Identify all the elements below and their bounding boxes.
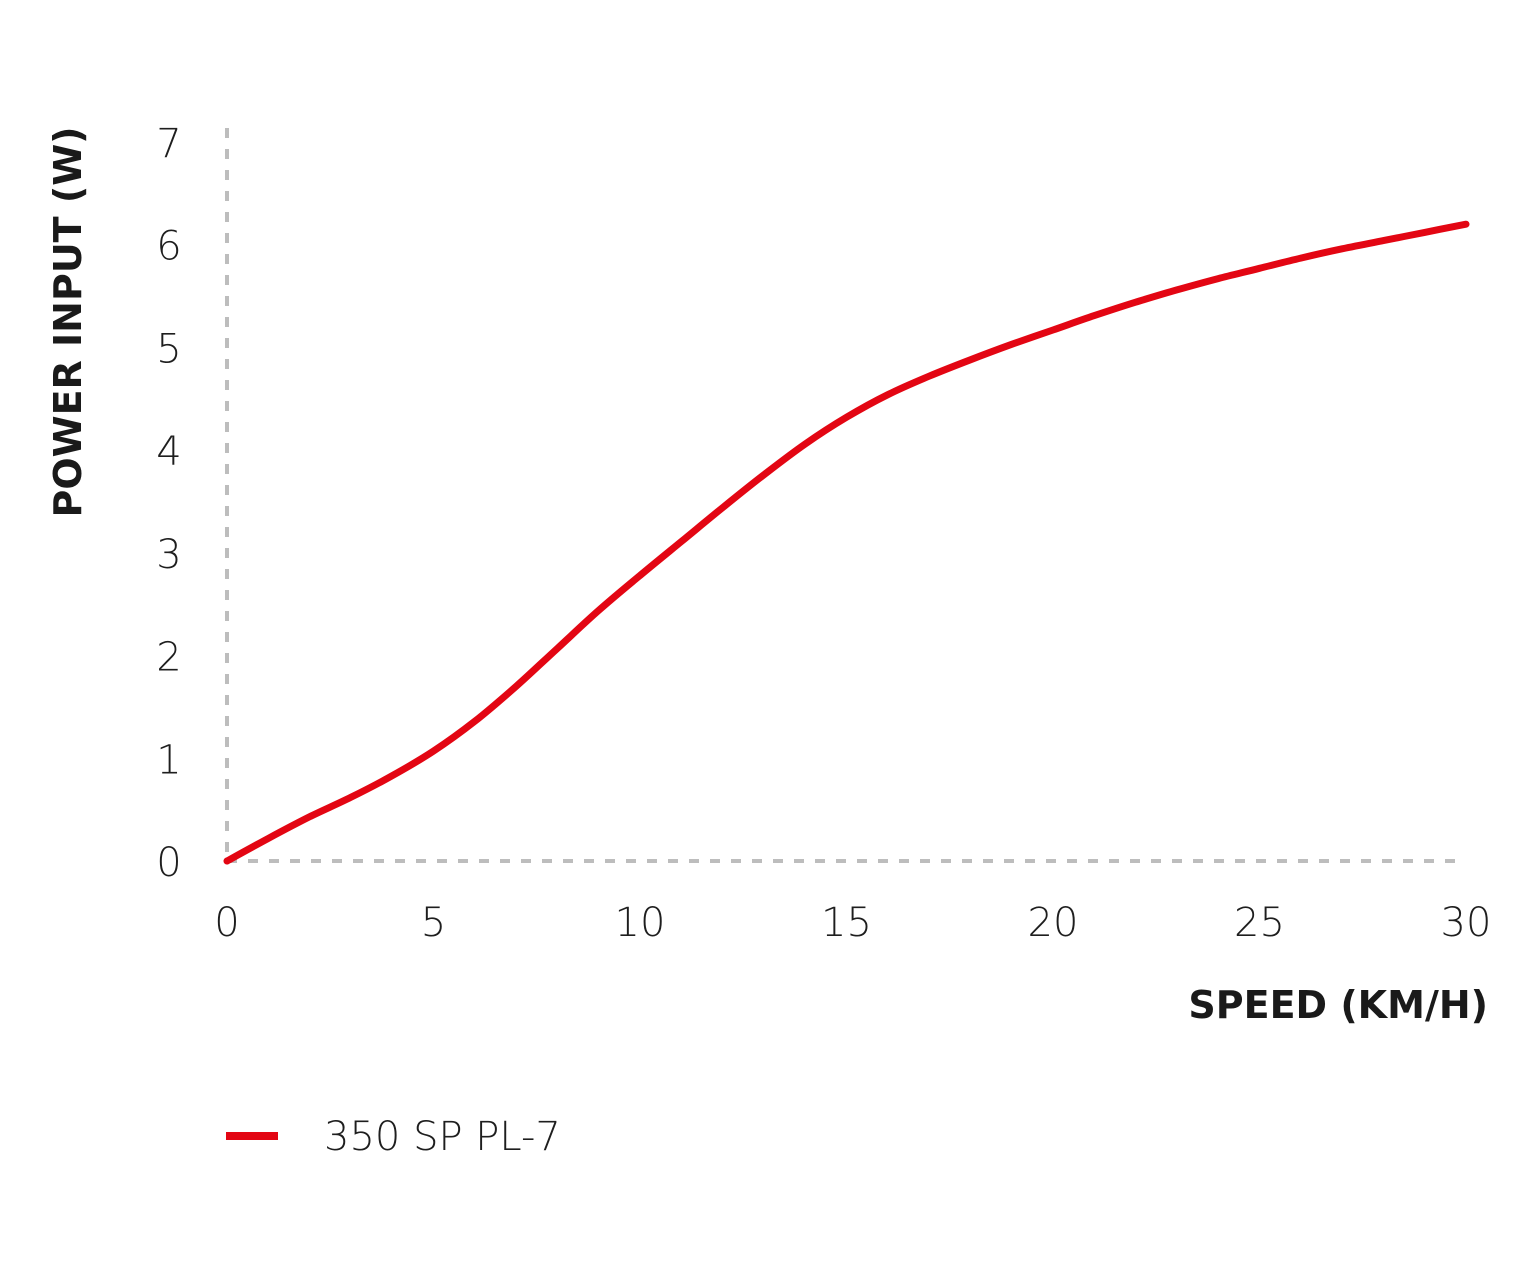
y-tick-label: 7 <box>156 121 181 167</box>
x-tick-label: 30 <box>1441 900 1492 946</box>
x-tick-labels: 0 5 10 15 20 25 30 <box>214 900 1491 946</box>
y-tick-label: 3 <box>156 532 181 578</box>
y-tick-label: 1 <box>156 737 181 783</box>
x-tick-label: 25 <box>1234 900 1285 946</box>
y-tick-label: 0 <box>156 840 181 886</box>
x-tick-label: 20 <box>1028 900 1079 946</box>
series-lines <box>223 220 1470 865</box>
x-axis-title: SPEED (KM/H) <box>1188 983 1488 1027</box>
y-tick-labels: 0 1 2 3 4 5 6 7 <box>156 121 181 886</box>
y-tick-label: 2 <box>156 635 181 681</box>
x-tick-label: 0 <box>214 900 239 946</box>
legend-label: 350 SP PL-7 <box>324 1114 561 1160</box>
y-tick-label: 5 <box>156 326 181 372</box>
axes <box>225 128 1466 863</box>
y-tick-label: 4 <box>156 429 181 475</box>
legend: 350 SP PL-7 <box>226 1114 561 1160</box>
y-axis-title: POWER INPUT (W) <box>46 127 90 518</box>
x-tick-label: 15 <box>821 900 872 946</box>
series-line <box>223 220 1470 865</box>
x-tick-label: 5 <box>421 900 446 946</box>
x-tick-label: 10 <box>615 900 666 946</box>
y-tick-label: 6 <box>156 224 181 270</box>
